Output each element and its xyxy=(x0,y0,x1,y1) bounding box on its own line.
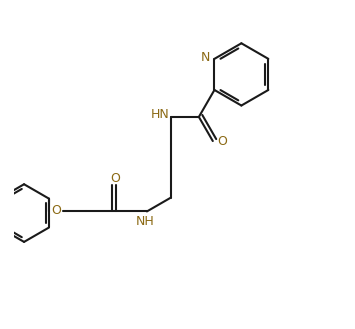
Text: N: N xyxy=(201,51,210,64)
Text: O: O xyxy=(110,171,120,185)
Text: O: O xyxy=(217,135,227,148)
Text: HN: HN xyxy=(151,108,170,121)
Text: O: O xyxy=(51,204,61,217)
Text: NH: NH xyxy=(136,215,155,228)
